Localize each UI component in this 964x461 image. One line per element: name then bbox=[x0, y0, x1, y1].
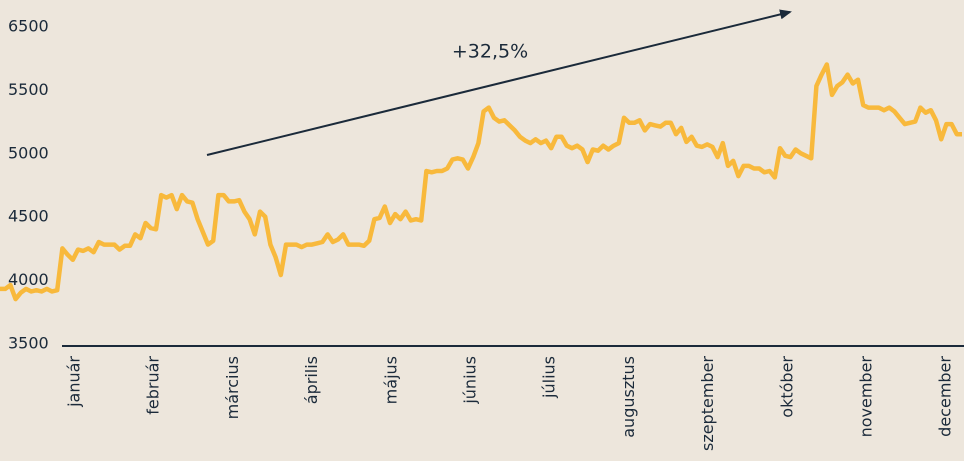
trend-arrow bbox=[206, 9, 792, 156]
y-tick-label: 5000 bbox=[8, 143, 49, 162]
y-tick-label: 4000 bbox=[8, 270, 49, 289]
y-tick-label: 5500 bbox=[8, 80, 49, 99]
x-tick-label: január bbox=[65, 356, 84, 408]
line bbox=[0, 62, 962, 302]
y-tick-label: 3500 bbox=[8, 334, 49, 353]
x-tick-label: július bbox=[540, 356, 559, 399]
y-tick-label: 4500 bbox=[8, 207, 49, 226]
x-tick-label: április bbox=[302, 356, 321, 404]
x-tick-label: szeptember bbox=[698, 356, 717, 451]
x-tick-label: június bbox=[461, 356, 480, 405]
x-tick-label: november bbox=[857, 356, 876, 438]
annotation: +32,5% bbox=[452, 41, 528, 63]
x-tick-label: március bbox=[223, 356, 242, 419]
x-tick-label: október bbox=[777, 356, 796, 418]
y-tick-label: 6500 bbox=[8, 17, 49, 36]
x-tick-label: december bbox=[936, 356, 955, 437]
x-tick-label: augusztus bbox=[619, 356, 638, 438]
x-tick-label: február bbox=[144, 356, 163, 415]
x-tick-label: május bbox=[381, 356, 400, 404]
